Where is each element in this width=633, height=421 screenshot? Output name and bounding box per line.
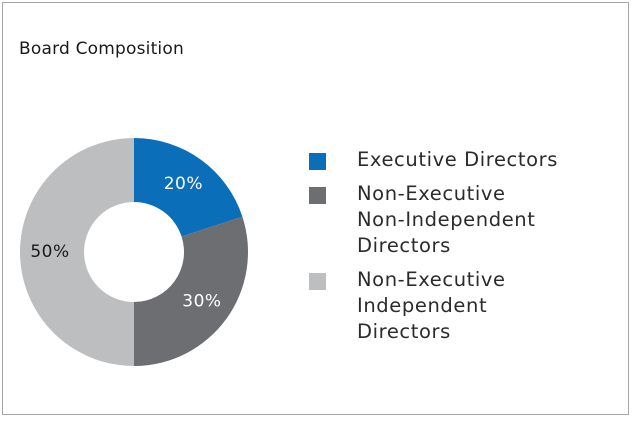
legend-swatch	[309, 153, 326, 170]
legend-label: Non-Independent	[357, 208, 536, 231]
legend-label: Non-Executive	[357, 182, 506, 205]
legend-label: Directors	[357, 320, 451, 343]
chart-title: Board Composition	[19, 39, 184, 59]
donut-chart: 20% 30% 50%	[20, 138, 249, 366]
slice-value-label: 20%	[164, 174, 203, 194]
legend-item-non-executive-non-independent: Non-Executive Non-Independent Directors	[309, 181, 609, 259]
legend-swatch	[309, 273, 326, 290]
donut-slice	[134, 138, 243, 237]
slice-value-label: 50%	[30, 242, 69, 262]
chart-card: Board Composition 20% 30% 50% Executive Di…	[2, 2, 629, 415]
donut-slice	[20, 138, 134, 366]
legend-label: Independent	[357, 294, 488, 317]
legend-item-executive: Executive Directors	[309, 147, 609, 173]
legend: Executive Directors Non-Executive Non-In…	[309, 147, 609, 353]
legend-label: Executive Directors	[357, 148, 559, 171]
donut-slice	[134, 216, 249, 366]
slice-value-label: 30%	[182, 291, 221, 311]
legend-swatch	[309, 187, 326, 204]
legend-label: Directors	[357, 234, 451, 257]
legend-label: Non-Executive	[357, 268, 506, 291]
legend-item-non-executive-independent: Non-Executive Independent Directors	[309, 267, 609, 345]
